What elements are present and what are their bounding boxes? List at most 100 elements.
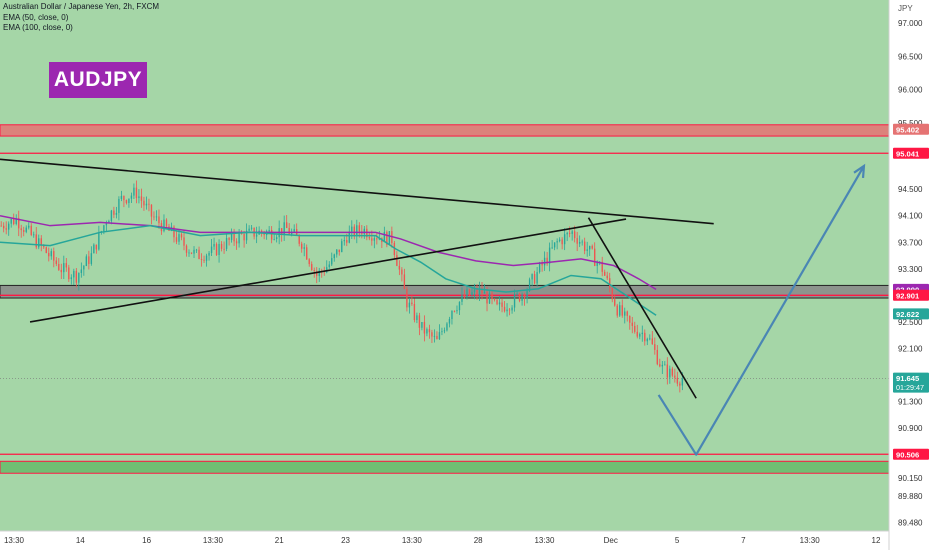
price-label-tag	[893, 147, 929, 159]
candle-body	[331, 258, 333, 265]
y-tick-label: 93.300	[898, 265, 923, 274]
candle-body	[458, 301, 461, 311]
candle-body	[501, 302, 503, 307]
candle-body	[619, 305, 621, 316]
candle-body	[203, 259, 205, 261]
candle-body	[496, 299, 498, 305]
candle-body	[230, 233, 233, 240]
candle-body	[133, 187, 135, 196]
candle-body	[50, 251, 52, 257]
candle-body	[48, 252, 50, 257]
candle-body	[616, 305, 618, 316]
candle-body	[233, 233, 235, 242]
x-tick-label: 5	[675, 536, 680, 545]
price-label-text: 95.402	[896, 125, 919, 134]
candle-body	[173, 226, 175, 238]
candle-body	[396, 255, 398, 266]
ema-layer	[0, 214, 657, 316]
candle-body	[659, 364, 661, 367]
candle-body	[195, 249, 198, 251]
candle-body	[58, 264, 60, 270]
candle-body	[153, 216, 155, 218]
x-tick-label: 21	[275, 536, 284, 545]
candle-body	[431, 332, 433, 337]
candle-body	[589, 245, 591, 250]
candle-body	[243, 234, 245, 241]
candle-body	[28, 225, 30, 228]
candle-body	[218, 243, 220, 255]
candle-body	[10, 218, 12, 224]
candle-body	[664, 364, 666, 366]
candle-body	[393, 242, 396, 256]
candle-body	[563, 234, 566, 245]
candle-body	[40, 238, 42, 246]
candle-body	[488, 293, 491, 304]
candle-body	[125, 200, 128, 204]
legend-ema50[interactable]: EMA (50, close, 0)	[3, 12, 69, 22]
candle-body	[270, 229, 273, 240]
candle-body	[513, 293, 516, 308]
candle-body	[343, 240, 345, 242]
mid-zone	[0, 284, 890, 299]
candle-body	[103, 225, 105, 232]
candle-body	[193, 249, 195, 254]
candle-body	[408, 302, 411, 308]
candle-body	[303, 247, 305, 249]
candle-body	[105, 222, 108, 226]
candle-body	[591, 245, 593, 249]
price-axis-background	[889, 0, 932, 550]
candle-body	[18, 218, 20, 229]
candle-body	[518, 293, 521, 301]
candle-body	[30, 225, 32, 235]
candle-body	[188, 252, 190, 254]
candle-body	[531, 274, 533, 280]
candle-body	[556, 241, 558, 243]
ema50-line	[0, 224, 657, 316]
candle-body	[573, 231, 576, 239]
candle-body	[443, 330, 446, 332]
candle-body	[453, 310, 456, 312]
x-tick-label: 12	[872, 536, 881, 545]
trendline-upper-descending	[0, 158, 714, 225]
candle-body	[546, 257, 548, 264]
candle-body	[301, 243, 303, 249]
candle-body	[631, 322, 633, 326]
candle-body	[220, 243, 223, 249]
symbol-badge: AUDJPY	[49, 62, 147, 98]
candle-body	[604, 271, 606, 276]
legend-title[interactable]: Australian Dollar / Japanese Yen, 2h, FX…	[3, 2, 160, 11]
y-tick-label: 90.900	[898, 424, 923, 433]
candle-body	[280, 228, 283, 235]
candle-body	[285, 222, 288, 228]
projection-layer	[657, 163, 866, 456]
candle-body	[190, 252, 193, 254]
candle-body	[283, 222, 285, 235]
candle-body	[341, 241, 343, 253]
candle-body	[533, 274, 536, 284]
x-tick-label: Dec	[604, 536, 618, 545]
candle-body	[215, 244, 218, 255]
candle-body	[503, 306, 506, 312]
legend-ema100[interactable]: EMA (100, close, 0)	[3, 23, 73, 32]
candle-body	[180, 234, 183, 238]
candle-body	[288, 227, 290, 234]
price-label-text: 91.645	[896, 374, 920, 383]
trendlines-layer	[0, 158, 714, 399]
candle-body	[158, 216, 160, 224]
candle-body	[681, 378, 684, 386]
price-label-tag	[893, 448, 929, 460]
candle-body	[441, 331, 443, 333]
candle-body	[88, 256, 90, 264]
candle-body	[571, 231, 573, 234]
candle-body	[326, 267, 328, 273]
candle-body	[93, 244, 95, 254]
candle-body	[45, 247, 47, 253]
price-label-text: 95.041	[896, 149, 920, 158]
candle-body	[493, 298, 496, 300]
candle-body	[275, 237, 278, 240]
candle-body	[448, 319, 451, 324]
candle-body	[5, 228, 7, 230]
candle-body	[333, 254, 335, 259]
